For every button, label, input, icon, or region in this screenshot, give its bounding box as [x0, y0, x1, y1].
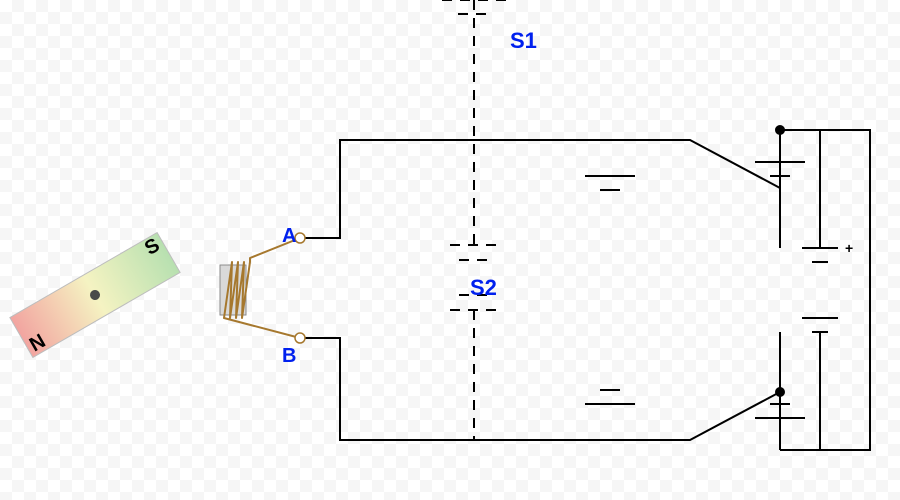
- junction-node: [775, 387, 785, 397]
- label-terminal-a: A: [282, 225, 296, 248]
- label-terminal-b: B: [282, 345, 296, 368]
- battery-plus-label: +: [845, 240, 853, 256]
- label-s1: S1: [510, 28, 537, 54]
- circuit-diagram: SN: [0, 0, 900, 500]
- wire-segment: [780, 130, 870, 450]
- wire-segment: [300, 140, 780, 238]
- junction-node: [775, 125, 785, 135]
- bar-magnet: SN: [9, 232, 180, 359]
- terminal-a: [295, 233, 305, 243]
- label-s2: S2: [470, 275, 497, 301]
- terminal-b: [295, 333, 305, 343]
- wire-segment: [300, 338, 780, 440]
